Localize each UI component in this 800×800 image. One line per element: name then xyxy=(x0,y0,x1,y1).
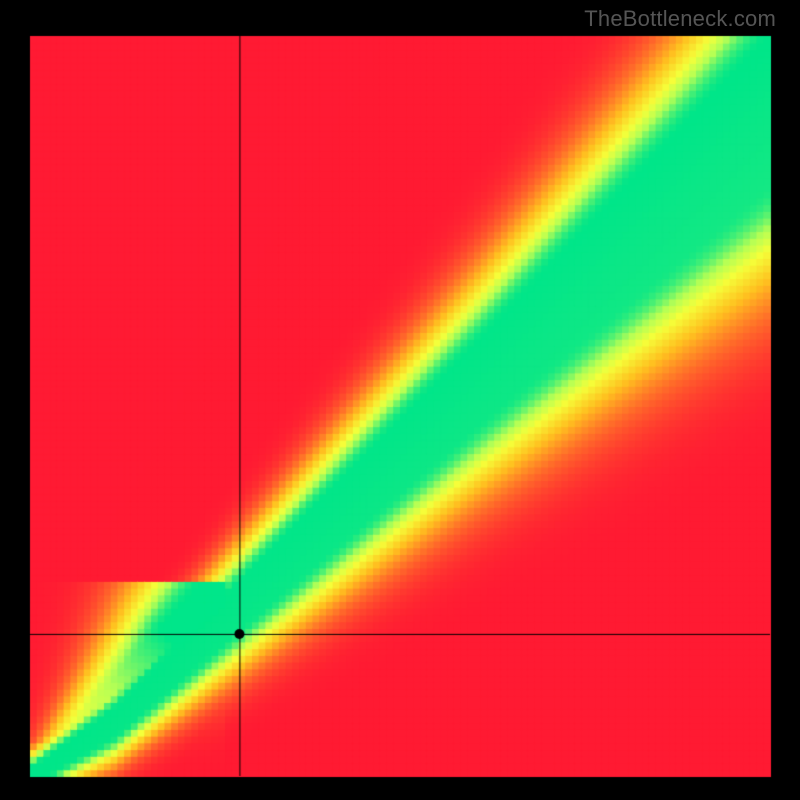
bottleneck-heatmap xyxy=(0,0,800,800)
watermark-text: TheBottleneck.com xyxy=(584,6,776,32)
